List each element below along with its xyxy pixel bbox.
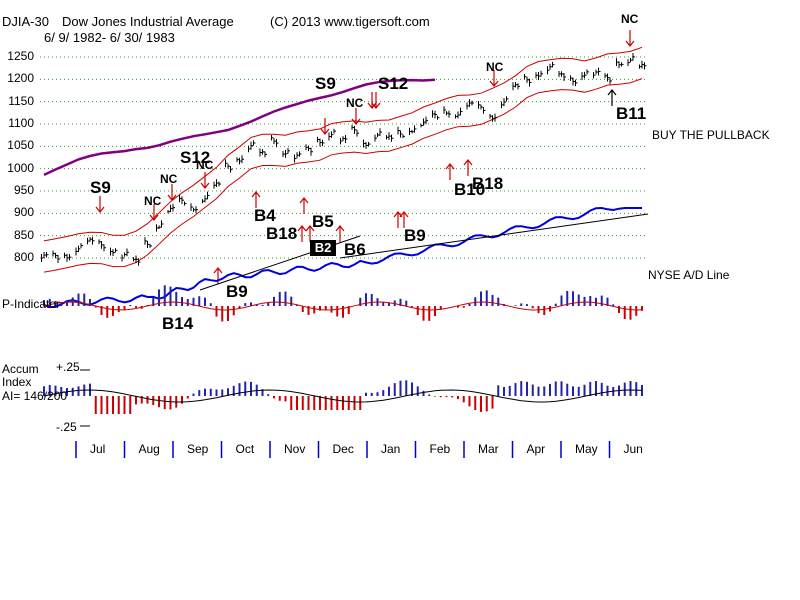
signal-b11: B11 — [616, 104, 647, 123]
signal-b2-box: B2 — [310, 240, 336, 256]
month-label: Dec — [332, 442, 354, 456]
signal-arrowhead — [625, 40, 635, 47]
moving-average-line — [43, 78, 436, 177]
signal-b9: B9 — [404, 226, 426, 245]
signal-arrowhead — [445, 163, 455, 170]
signal-s12: S12 — [378, 74, 409, 93]
month-label: Apr — [526, 442, 546, 456]
signal-nc: NC — [144, 194, 162, 208]
signal-arrowhead — [399, 211, 409, 218]
signal-s9: S9 — [315, 74, 336, 93]
ad-line — [43, 206, 642, 309]
month-label: Sep — [187, 442, 209, 456]
signal-arrowhead — [463, 159, 473, 166]
y-tick-label: 1050 — [7, 138, 34, 153]
signal-arrowhead — [489, 80, 499, 87]
month-label: May — [575, 442, 598, 456]
month-label: Nov — [284, 442, 306, 456]
signal-arrowhead — [351, 118, 361, 125]
month-label: Jan — [381, 442, 401, 456]
accum-bottom-label: -.25 — [56, 420, 77, 434]
chart-title: Dow Jones Industrial Average — [62, 14, 234, 29]
accum-top-label: +.25 — [56, 360, 80, 374]
signal-b18: B18 — [472, 174, 504, 193]
date-range: 6/ 9/ 1982- 6/ 30/ 1983 — [44, 30, 175, 45]
signal-arrowhead — [299, 197, 309, 204]
signal-b14: B14 — [162, 314, 194, 333]
signal-b4: B4 — [254, 206, 276, 225]
signal-arrowhead — [251, 191, 261, 198]
signal-arrowhead — [95, 206, 105, 213]
buy-the-pullback: BUY THE PULLBACK — [652, 128, 770, 142]
signal-arrowhead — [167, 194, 177, 201]
accum-label: Accum — [2, 362, 39, 376]
signal-arrowhead — [200, 182, 210, 189]
month-label: Jul — [90, 442, 106, 456]
signal-b10: B10 — [454, 180, 486, 199]
upper-band-line — [43, 46, 643, 242]
y-tick-label: 900 — [13, 205, 34, 220]
index-label: Index — [2, 375, 32, 389]
signal-arrowhead — [335, 225, 345, 232]
p-indicator-label: P-Indicator — [2, 297, 61, 311]
signal-arrowhead — [213, 267, 223, 274]
p-indicator-ma — [43, 301, 643, 311]
month-label: Mar — [478, 442, 499, 456]
copyright: (C) 2013 www.tigersoft.com — [270, 14, 430, 29]
signal-b9: B9 — [226, 282, 248, 301]
signal-arrowhead — [371, 102, 381, 109]
chart-symbol: DJIA-30 — [2, 14, 49, 29]
signal-b5: B5 — [312, 212, 334, 231]
signal-arrowhead — [320, 128, 330, 135]
ai-label: AI= 146/200 — [2, 389, 68, 403]
signal-arrowhead — [367, 102, 377, 109]
signal-s9: S9 — [90, 178, 111, 197]
signal-b6: B6 — [344, 240, 366, 259]
signal-nc: NC — [196, 158, 214, 172]
signal-b18: B18 — [266, 224, 298, 243]
month-label: Aug — [138, 442, 160, 456]
y-tick-label: 850 — [13, 227, 34, 242]
signal-s12: S12 — [180, 148, 211, 167]
signal-arrowhead — [305, 225, 315, 232]
y-tick-label: 1150 — [8, 93, 34, 108]
signal-nc: NC — [486, 60, 504, 74]
signal-nc: NC — [160, 172, 178, 186]
month-label: Oct — [235, 442, 255, 456]
y-tick-label: 1250 — [7, 49, 34, 63]
ad-trendline — [339, 213, 649, 259]
y-tick-label: 1100 — [8, 116, 34, 130]
signal-arrowhead — [607, 89, 617, 96]
signal-nc-top: NC — [621, 12, 639, 26]
y-tick-label: 950 — [13, 183, 34, 197]
signal-nc: NC — [346, 96, 364, 110]
y-tick-label: 1000 — [7, 160, 34, 175]
signal-arrowhead — [297, 225, 307, 232]
month-label: Feb — [429, 442, 451, 456]
signal-arrowhead — [149, 214, 159, 221]
accum-ma — [43, 389, 643, 403]
y-tick-label: 1200 — [7, 71, 34, 86]
ad-line-label: NYSE A/D Line — [648, 268, 730, 282]
y-tick-label: 800 — [13, 250, 34, 264]
lower-band-line — [43, 78, 643, 273]
month-label: Jun — [623, 442, 643, 456]
